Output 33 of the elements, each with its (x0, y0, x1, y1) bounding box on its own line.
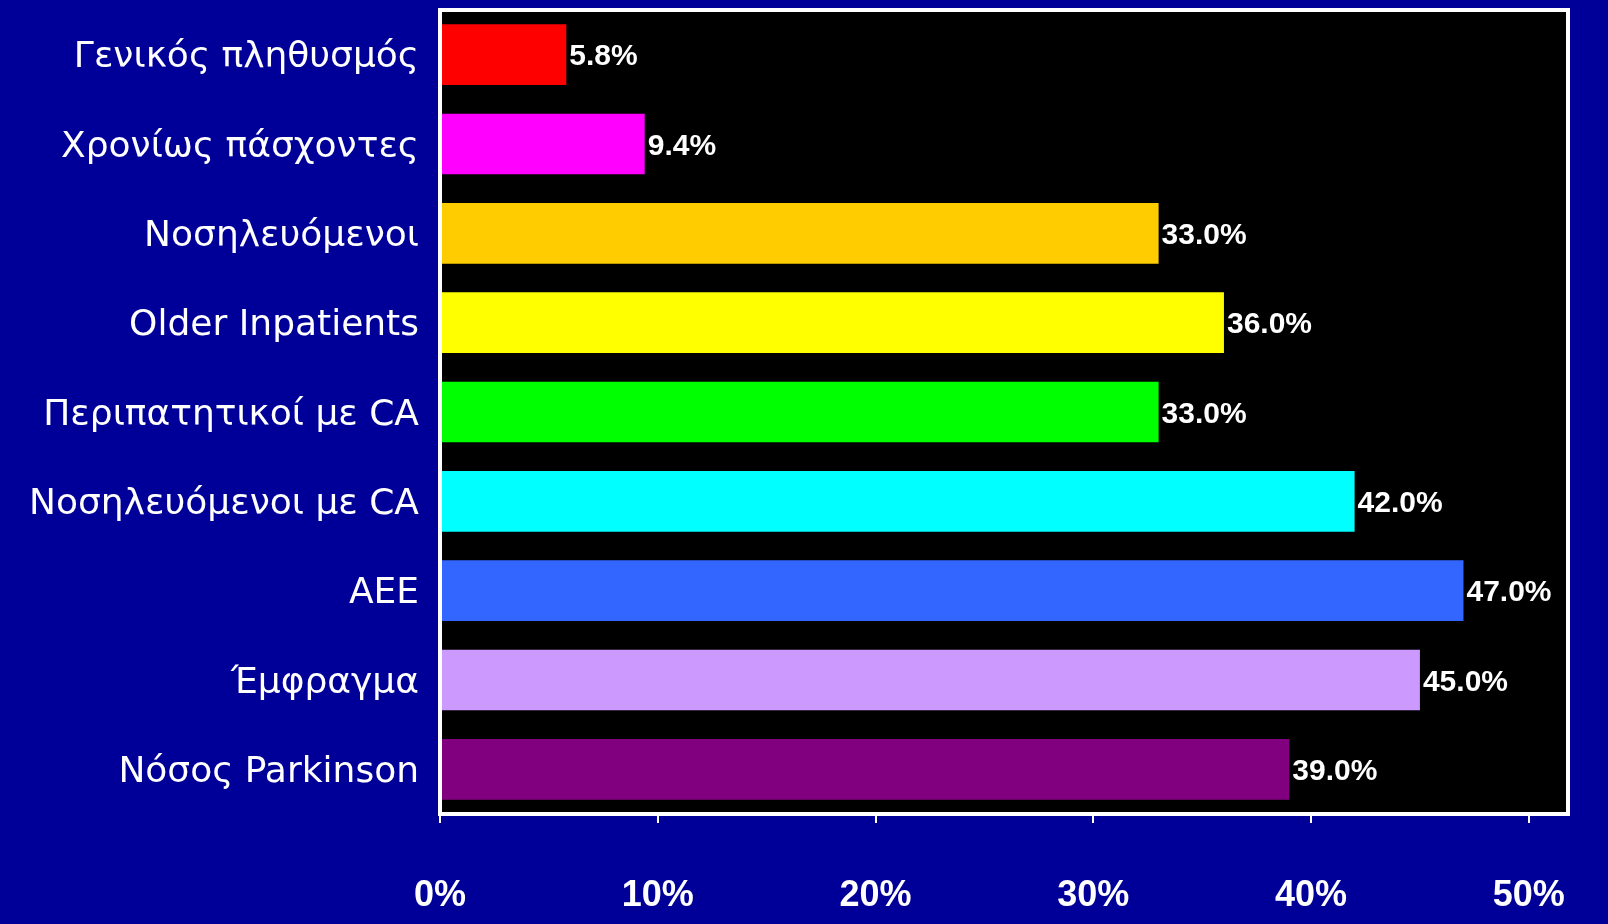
x-tick-label: 40% (1275, 873, 1348, 915)
y-tick-label: Νοσηλευόμενοι με CA (29, 480, 420, 522)
data-label: 42.0% (1357, 484, 1443, 518)
data-label: 9.4% (647, 127, 717, 161)
data-label: 36.0% (1226, 306, 1313, 340)
bar (440, 202, 1159, 264)
y-tick-label: ΑΕΕ (348, 570, 419, 612)
bar (440, 470, 1355, 532)
data-label: 39.0% (1292, 752, 1378, 786)
bar (440, 738, 1290, 800)
x-tick-label: 0% (413, 873, 467, 915)
y-tick-label: Χρονίως πάσχοντες (61, 123, 419, 165)
bar (440, 113, 645, 175)
x-tick-label: 10% (621, 873, 694, 915)
bar (440, 560, 1464, 622)
y-tick-label: Έμφραγμα (229, 659, 419, 701)
y-tick-label: Γενικός πληθυσμός (73, 34, 419, 76)
x-tick-label: 30% (1057, 873, 1130, 915)
data-label: 33.0% (1161, 395, 1247, 429)
x-tick-label: 20% (839, 873, 912, 915)
x-tick-label: 50% (1492, 873, 1565, 915)
y-tick-label: Περιπατητικοί με CA (43, 391, 420, 433)
data-label: 47.0% (1466, 574, 1552, 608)
data-label: 33.0% (1161, 216, 1247, 250)
y-tick-label: Νόσος Parkinson (118, 748, 419, 790)
y-tick-label: Older Inpatients (129, 302, 419, 344)
bar (440, 24, 567, 86)
bar (440, 649, 1420, 711)
data-label: 5.8% (569, 38, 638, 72)
bar (440, 381, 1159, 443)
y-tick-label: Νοσηλευόμενοι (144, 212, 419, 254)
data-label: 45.0% (1422, 663, 1508, 697)
bar (440, 292, 1224, 354)
